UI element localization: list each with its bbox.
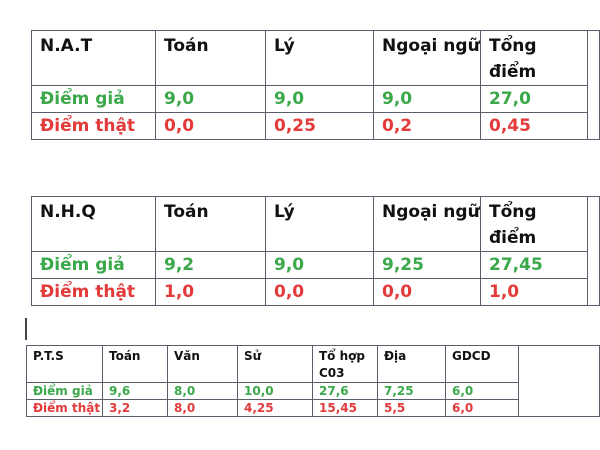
row-label-fake: Điểm giả (31, 85, 156, 113)
cell: 9,2 (155, 251, 266, 279)
row-label-real: Điểm thật (31, 112, 156, 140)
score-table-nhq: N.H.Q Toán Lý Ngoại ngữ Tổng điểm Điểm g… (31, 196, 600, 306)
header-ngoai-ngu: Ngoại ngữ (373, 196, 481, 252)
header-van: Văn (167, 345, 238, 383)
score-table-pts: P.T.S Toán Văn Sử Tổ hợp C03 Địa GDCD Đi… (26, 345, 600, 417)
header-dia: Địa (377, 345, 446, 383)
cell: 0,0 (373, 278, 481, 306)
cell: 5,5 (377, 399, 446, 417)
cell: 9,0 (265, 251, 374, 279)
header-tong-diem: Tổng điểm (480, 196, 588, 252)
cell: 8,0 (167, 399, 238, 417)
cell: 1,0 (480, 278, 588, 306)
cell: 9,0 (265, 85, 374, 113)
header-tong-diem: Tổng điểm (480, 30, 588, 86)
cell: 7,25 (377, 382, 446, 400)
cut-off-column (587, 30, 600, 140)
cell: 9,6 (102, 382, 168, 400)
row-label-real: Điểm thật (26, 399, 103, 417)
cell: 4,25 (237, 399, 313, 417)
cell: 0,45 (480, 112, 588, 140)
cell: 27,6 (312, 382, 378, 400)
header-su: Sử (237, 345, 313, 383)
cell: 10,0 (237, 382, 313, 400)
header-toan: Toán (102, 345, 168, 383)
cell: 1,0 (155, 278, 266, 306)
cut-off-column (518, 345, 600, 417)
row-label-fake: Điểm giả (31, 251, 156, 279)
cell: 15,45 (312, 399, 378, 417)
cell: 6,0 (445, 382, 519, 400)
student-name: P.T.S (26, 345, 103, 383)
header-ly: Lý (265, 30, 374, 86)
cell: 0,2 (373, 112, 481, 140)
header-ly: Lý (265, 196, 374, 252)
cell: 27,45 (480, 251, 588, 279)
text-cursor (25, 318, 27, 340)
cell: 6,0 (445, 399, 519, 417)
cell: 9,25 (373, 251, 481, 279)
header-gdcd: GDCD (445, 345, 519, 383)
student-name: N.A.T (31, 30, 156, 86)
cell: 0,0 (155, 112, 266, 140)
cell: 9,0 (373, 85, 481, 113)
score-table-nat: N.A.T Toán Lý Ngoại ngữ Tổng điểm Điểm g… (31, 30, 600, 140)
student-name: N.H.Q (31, 196, 156, 252)
cell: 27,0 (480, 85, 588, 113)
cell: 3,2 (102, 399, 168, 417)
cell: 8,0 (167, 382, 238, 400)
header-toan: Toán (155, 30, 266, 86)
cell: 9,0 (155, 85, 266, 113)
cut-off-column (587, 196, 600, 306)
cell: 0,0 (265, 278, 374, 306)
header-ngoai-ngu: Ngoại ngữ (373, 30, 481, 86)
row-label-real: Điểm thật (31, 278, 156, 306)
header-to-hop: Tổ hợp C03 (312, 345, 378, 383)
header-toan: Toán (155, 196, 266, 252)
cell: 0,25 (265, 112, 374, 140)
row-label-fake: Điểm giả (26, 382, 103, 400)
